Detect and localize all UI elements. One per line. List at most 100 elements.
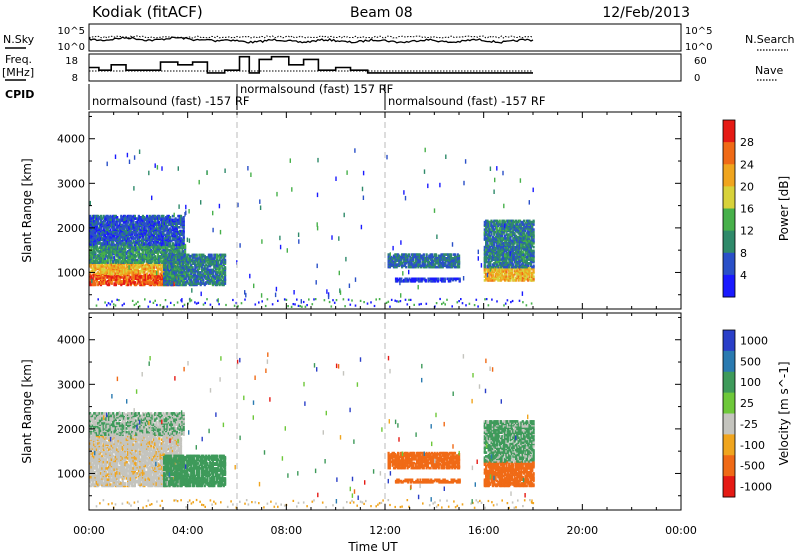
nsearch-tick-top: 10^5 — [685, 26, 712, 37]
data-cell — [136, 217, 139, 220]
data-cell — [491, 238, 494, 241]
data-cell — [131, 260, 134, 263]
data-cell — [171, 234, 174, 238]
data-cell — [97, 266, 100, 269]
data-cell — [156, 257, 159, 261]
data-cell — [155, 278, 158, 282]
data-cell — [498, 219, 501, 223]
data-cell — [168, 269, 171, 273]
data-cell — [97, 271, 100, 274]
data-cell — [513, 239, 516, 243]
data-cell — [150, 255, 153, 258]
data-cell — [156, 272, 159, 276]
data-cell — [99, 270, 103, 273]
data-cell — [118, 236, 121, 239]
data-cell — [206, 264, 209, 268]
data-cell — [387, 259, 390, 263]
data-cell — [160, 255, 164, 258]
data-cell — [495, 230, 499, 234]
data-cell — [449, 258, 453, 261]
data-cell — [406, 254, 409, 258]
data-cell — [422, 253, 425, 256]
data-cell — [147, 267, 150, 271]
data-cell — [523, 264, 526, 268]
data-cell — [148, 273, 151, 277]
data-cell — [117, 229, 120, 233]
data-cell — [127, 243, 130, 247]
data-cell — [490, 248, 493, 251]
data-cell — [483, 248, 486, 251]
data-cell — [132, 276, 135, 279]
data-cell — [486, 229, 489, 233]
data-cell — [218, 263, 221, 267]
data-cell — [493, 266, 496, 270]
data-cell — [170, 218, 173, 222]
data-cell — [501, 219, 504, 223]
data-cell — [499, 228, 503, 231]
data-cell — [447, 260, 450, 264]
data-cell — [102, 267, 105, 271]
data-cell — [436, 265, 439, 269]
data-cell — [179, 263, 182, 267]
data-cell — [199, 256, 202, 259]
date-title: 12/Feb/2013 — [602, 5, 690, 21]
data-cell — [127, 219, 130, 223]
data-cell — [122, 257, 126, 261]
data-cell — [141, 267, 145, 271]
data-cell — [163, 272, 166, 275]
data-cell — [124, 257, 127, 261]
data-cell — [206, 256, 209, 259]
data-cell — [518, 219, 522, 223]
data-cell — [121, 260, 124, 263]
data-cell — [490, 228, 493, 231]
data-cell — [158, 242, 161, 245]
data-cell — [453, 265, 457, 269]
data-cell — [162, 228, 165, 232]
data-cell — [98, 246, 101, 249]
data-cell — [133, 223, 136, 227]
data-cell — [177, 226, 180, 229]
data-cell — [180, 283, 183, 287]
data-cell — [137, 232, 140, 235]
data-cell — [103, 216, 107, 219]
data-cell — [98, 257, 101, 261]
data-cell — [182, 258, 185, 262]
data-cell — [165, 222, 168, 225]
data-cell — [179, 246, 183, 249]
data-cell — [418, 263, 421, 266]
data-cell — [114, 278, 117, 282]
data-cell — [90, 266, 93, 269]
data-cell — [152, 262, 155, 266]
data-cell — [128, 223, 131, 227]
data-cell — [102, 219, 105, 223]
data-cell — [498, 262, 501, 265]
data-cell — [116, 238, 119, 242]
data-cell — [509, 238, 512, 241]
data-cell — [118, 257, 121, 261]
data-cell — [122, 247, 126, 251]
data-cell — [121, 236, 124, 239]
data-cell — [392, 254, 396, 258]
data-cell — [141, 274, 145, 278]
data-cell — [160, 260, 164, 263]
data-cell — [483, 245, 486, 249]
data-cell — [132, 246, 135, 249]
data-cell — [502, 219, 505, 223]
data-cell — [103, 229, 107, 233]
data-cell — [169, 248, 172, 252]
data-cell — [439, 258, 442, 261]
data-cell — [434, 280, 437, 283]
data-cell — [124, 267, 127, 271]
data-cell — [437, 254, 440, 258]
data-cell — [90, 234, 93, 238]
data-cell — [121, 223, 124, 227]
data-cell — [192, 259, 195, 263]
data-cell — [165, 273, 168, 277]
data-cell — [494, 235, 497, 239]
data-cell — [182, 283, 185, 287]
data-cell — [506, 219, 509, 223]
data-cell — [147, 237, 150, 240]
data-cell — [160, 231, 164, 234]
data-cell — [105, 214, 108, 218]
data-cell — [483, 275, 486, 278]
